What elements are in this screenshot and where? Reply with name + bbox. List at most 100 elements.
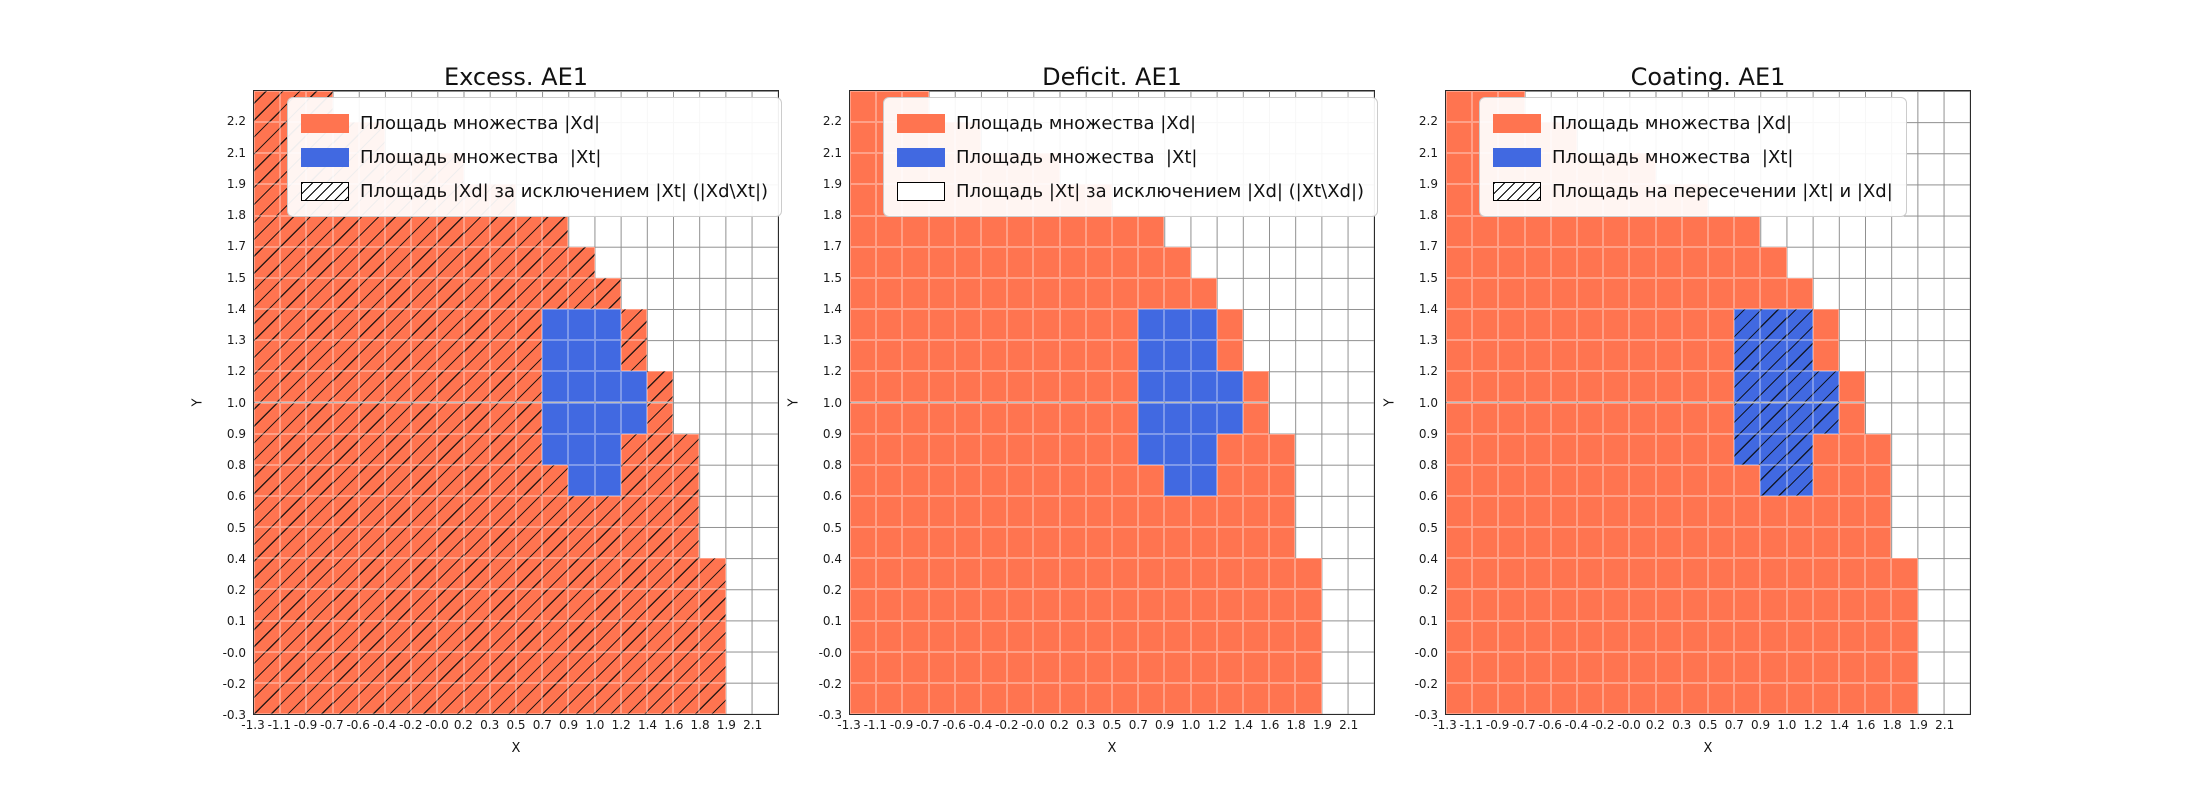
cell-xd xyxy=(1138,495,1165,528)
cell-xd xyxy=(647,620,674,652)
cell-xt xyxy=(568,464,595,496)
cell-xd xyxy=(1295,651,1322,683)
cell-xd xyxy=(1603,433,1630,465)
cell-xd xyxy=(254,651,281,683)
x-tick: -1.3 xyxy=(1433,718,1457,732)
cell-xd xyxy=(1550,402,1577,434)
cell-xd xyxy=(594,277,621,310)
cell-xd xyxy=(1786,558,1813,590)
legend-label: Площадь множества |Xd| xyxy=(956,112,1197,134)
x-tick: -0.4 xyxy=(372,718,397,732)
cell-xt xyxy=(620,402,647,434)
cell-xd xyxy=(332,402,359,434)
cell-xd xyxy=(463,246,490,278)
cell-xd xyxy=(306,340,333,372)
cell-xd xyxy=(1629,215,1656,247)
x-axis-label: X xyxy=(1703,741,1713,756)
cell-xd xyxy=(1629,620,1656,652)
cell-xd xyxy=(1786,589,1813,621)
cell-xt xyxy=(1760,464,1787,496)
cell-xd xyxy=(1865,682,1892,714)
cell-xd xyxy=(1891,651,1918,683)
cell-xt xyxy=(1812,402,1839,434)
y-tick: 2.2 xyxy=(822,114,842,129)
y-tick: 1.0 xyxy=(822,395,842,410)
cell-xd xyxy=(1524,589,1551,621)
cell-xd xyxy=(902,371,929,403)
cell-xd xyxy=(463,651,490,683)
cell-xd xyxy=(1446,651,1473,683)
cell-xd xyxy=(1681,558,1708,590)
cell-xd xyxy=(1681,527,1708,559)
cell-xd xyxy=(1269,464,1296,496)
cell-xd xyxy=(1577,682,1604,714)
cell-xd xyxy=(981,340,1008,372)
legend-swatch-xt xyxy=(1493,147,1541,167)
x-tick: -0.2 xyxy=(995,718,1019,732)
y-tick: -0.0 xyxy=(1414,645,1438,660)
cell-xd xyxy=(1446,309,1473,341)
cell-xd xyxy=(1708,340,1735,372)
cell-xd xyxy=(1269,527,1296,559)
cell-xd xyxy=(332,277,359,310)
cell-xt xyxy=(1786,433,1813,465)
cell-xd xyxy=(981,651,1008,683)
cell-xd xyxy=(1812,340,1839,372)
cell-xd xyxy=(928,495,955,528)
cell-xd xyxy=(1681,464,1708,496)
cell-xd xyxy=(411,558,438,590)
cell-xd xyxy=(1138,558,1165,590)
cell-xd xyxy=(1059,246,1086,278)
x-tick: -0.9 xyxy=(889,718,914,732)
cell-xd xyxy=(358,495,385,528)
legend-swatch-xd xyxy=(1493,113,1541,133)
cell-xd xyxy=(1865,464,1892,496)
x-tick: -0.9 xyxy=(293,718,318,732)
cell-xd xyxy=(1524,340,1551,372)
cell-xd xyxy=(489,246,516,278)
cell-xd xyxy=(928,309,955,341)
cell-xd xyxy=(1655,371,1682,403)
cell-xd xyxy=(568,246,595,278)
cell-xd xyxy=(411,651,438,683)
cell-xd xyxy=(850,433,877,465)
cell-xd xyxy=(568,589,595,621)
legend-label: Площадь |Xd| за исключением |Xt| (|Xd\Xt… xyxy=(360,180,769,202)
cell-xd xyxy=(1498,402,1525,434)
cell-xd xyxy=(1498,682,1525,714)
legend-item: Площадь множества |Xd| xyxy=(897,106,1364,140)
cell-xd xyxy=(1681,277,1708,310)
cell-xd xyxy=(1190,682,1217,714)
cell-xd xyxy=(385,402,412,434)
cell-xt xyxy=(1190,371,1217,403)
cell-xt xyxy=(568,402,595,434)
cell-xd xyxy=(437,402,464,434)
cell-xd xyxy=(699,558,726,590)
cell-xd xyxy=(358,402,385,434)
cell-xd xyxy=(1446,153,1473,185)
y-tick: 2.2 xyxy=(226,114,246,129)
cell-xd xyxy=(1216,558,1243,590)
x-tick: 0.2 xyxy=(1645,718,1665,732)
y-tick: 1.7 xyxy=(226,239,246,254)
cell-xd xyxy=(254,122,281,154)
cell-xt xyxy=(594,371,621,403)
x-tick: 0.5 xyxy=(1698,718,1718,732)
cell-xd xyxy=(1112,620,1139,652)
cell-xd xyxy=(1059,402,1086,434)
cell-xd xyxy=(1112,277,1139,310)
cell-xd xyxy=(1524,215,1551,247)
cell-xd xyxy=(1708,246,1735,278)
cell-xd xyxy=(1629,651,1656,683)
cell-xd xyxy=(254,340,281,372)
legend-item: Площадь на пересечении |Xt| и |Xd| xyxy=(1493,174,1893,208)
cell-xd xyxy=(1708,371,1735,403)
cell-xd xyxy=(1655,558,1682,590)
cell-xt xyxy=(594,309,621,341)
cell-xd xyxy=(1138,277,1165,310)
cell-xd xyxy=(254,371,281,403)
x-tick: 2.1 xyxy=(743,718,763,732)
cell-xt xyxy=(594,402,621,434)
cell-xd xyxy=(1243,620,1270,652)
cell-xd xyxy=(1033,371,1060,403)
